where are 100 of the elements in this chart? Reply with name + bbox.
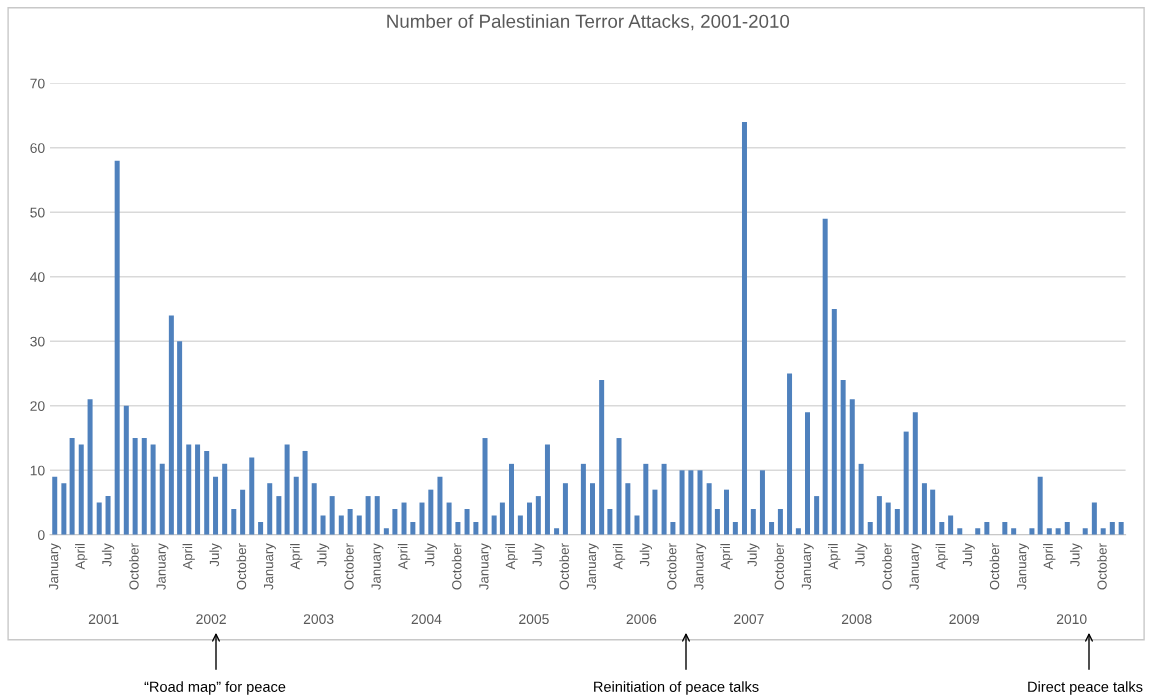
x-tick-label: April xyxy=(290,544,303,570)
x-tick-label: April xyxy=(397,544,411,570)
bar xyxy=(509,463,515,535)
bar xyxy=(356,515,362,535)
bar xyxy=(724,489,730,535)
bar xyxy=(222,463,228,535)
x-tick-label: April xyxy=(1043,544,1056,570)
bar xyxy=(338,515,344,535)
bar xyxy=(168,315,174,535)
bar xyxy=(347,509,353,535)
bar xyxy=(535,496,541,535)
x-tick-label: January xyxy=(909,543,922,590)
bar xyxy=(661,463,667,535)
bar xyxy=(374,496,380,535)
bar xyxy=(526,502,532,535)
bar xyxy=(401,502,407,535)
bar xyxy=(643,463,649,535)
bar xyxy=(554,528,560,535)
y-tick-label: 20 xyxy=(30,401,45,411)
bar xyxy=(840,380,846,535)
x-tick-label: July xyxy=(209,543,222,567)
bar xyxy=(939,521,945,535)
bar xyxy=(670,521,676,535)
bar xyxy=(706,483,712,535)
x-tick-label: October xyxy=(882,543,892,590)
x-tick-label: July xyxy=(532,543,545,567)
x-tick-label: January xyxy=(371,543,384,590)
x-tick-label: January xyxy=(694,543,707,590)
y-tick-label: 50 xyxy=(30,207,45,218)
bar xyxy=(732,521,738,535)
y-tick-label: 30 xyxy=(30,336,45,347)
bar xyxy=(446,502,452,535)
bar xyxy=(957,528,963,535)
bar xyxy=(912,412,918,535)
x-tick-label: July xyxy=(854,543,868,567)
bar xyxy=(105,496,111,535)
bar xyxy=(1091,502,1097,535)
x2-tick-label: 2004 xyxy=(411,614,442,625)
x-tick-label: July xyxy=(316,543,330,567)
bar xyxy=(240,489,246,535)
x2-tick-label: 2005 xyxy=(519,614,549,625)
x2-tick-label: 2001 xyxy=(88,614,119,625)
bar xyxy=(87,399,93,535)
x-tick-label: January xyxy=(586,543,599,590)
x-tick-label: October xyxy=(666,543,677,590)
bar xyxy=(195,444,201,535)
x-tick-label: July xyxy=(639,543,652,567)
bar xyxy=(320,515,326,535)
bar xyxy=(69,438,75,535)
y-tick-label: 70 xyxy=(30,78,45,89)
x-tick-label: January xyxy=(49,543,61,590)
bar xyxy=(302,450,308,535)
bar xyxy=(544,444,550,535)
bar xyxy=(392,509,398,535)
x-tick-label: January xyxy=(801,543,814,590)
x-tick-label: October xyxy=(343,543,354,590)
bar xyxy=(311,483,317,535)
bar xyxy=(562,483,568,535)
bar xyxy=(464,509,470,535)
bar xyxy=(885,502,891,535)
bar xyxy=(867,521,873,535)
x-tick-label: October xyxy=(1097,543,1107,590)
bar xyxy=(625,483,631,535)
bar xyxy=(455,521,461,535)
bar xyxy=(590,483,596,535)
bar xyxy=(903,431,909,535)
bar xyxy=(921,483,927,535)
chart-title: Number of Palestinian Terror Attacks, 2001-2010 xyxy=(387,14,790,31)
bar xyxy=(795,528,801,535)
bar xyxy=(984,521,990,535)
bar xyxy=(805,412,811,535)
bar xyxy=(473,521,479,535)
bar xyxy=(634,515,640,535)
bar xyxy=(329,496,335,535)
bar xyxy=(159,463,165,535)
bar xyxy=(482,438,488,535)
x-tick-label: July xyxy=(1069,543,1083,567)
bar xyxy=(204,450,210,535)
y-tick-label: 0 xyxy=(37,530,45,540)
bar xyxy=(714,509,720,535)
x-tick-label: October xyxy=(559,543,569,590)
y-tick-label: 10 xyxy=(30,465,45,476)
bar xyxy=(419,502,425,535)
text: Reinitiation of peace talks xyxy=(594,681,759,695)
bar xyxy=(697,470,703,535)
bar xyxy=(858,463,864,535)
bar xyxy=(96,502,102,535)
x-tick-label: January xyxy=(1017,543,1029,590)
bar xyxy=(831,309,837,535)
bar xyxy=(213,476,219,535)
bar xyxy=(599,380,605,535)
bar xyxy=(114,160,120,535)
x-tick-label: October xyxy=(128,543,139,590)
x-tick-label: January xyxy=(156,543,169,590)
bar xyxy=(679,470,685,535)
x-tick-label: April xyxy=(828,544,841,570)
bar xyxy=(750,509,756,535)
bar xyxy=(759,470,765,535)
bar xyxy=(52,476,58,535)
x-tick-label: April xyxy=(75,544,88,570)
